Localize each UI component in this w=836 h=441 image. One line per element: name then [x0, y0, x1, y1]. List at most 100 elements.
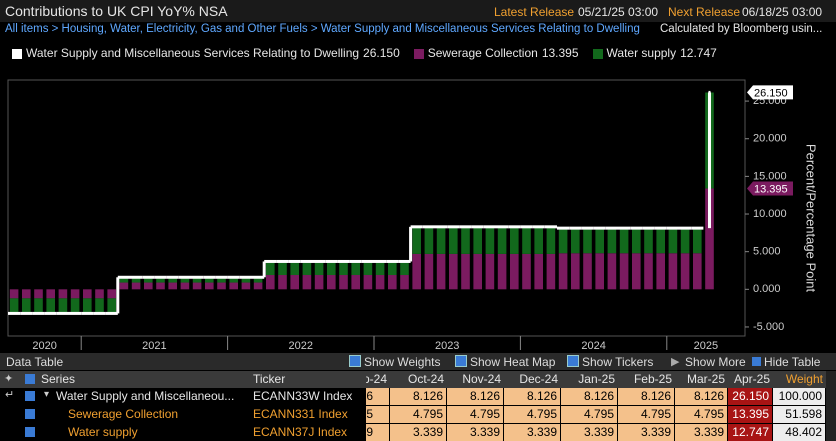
bar-segment: [168, 277, 177, 283]
bar-segment: [595, 228, 604, 254]
bar-segment: [546, 226, 556, 254]
bar-segment: [192, 282, 202, 290]
bar-segment: [58, 298, 68, 314]
table-cell: Water Supply and Miscellaneou...: [38, 388, 250, 405]
show-more[interactable]: Show More: [685, 355, 746, 369]
row-icon: ↵: [5, 389, 15, 401]
bar-segment: [253, 277, 263, 283]
expand-arrow: ▾: [44, 389, 50, 400]
bar-segment: [619, 228, 629, 254]
table-cell: 3.339: [561, 424, 618, 441]
bar-segment: [22, 298, 31, 314]
bar-segment: [546, 253, 556, 290]
table-cell: 4.795: [366, 406, 390, 423]
bar-segment: [473, 226, 482, 254]
table-cell: 8.126: [366, 388, 390, 405]
table-cell: 8.126: [504, 388, 561, 405]
bar-segment: [351, 261, 360, 276]
bar-segment: [644, 253, 653, 290]
toolbar-button[interactable]: Show Tickers: [567, 355, 653, 370]
bar-segment: [314, 275, 324, 290]
bar-segment: [424, 226, 434, 254]
bar-segment: [156, 277, 165, 283]
y-tick-label: -5.000: [753, 321, 784, 333]
table-cell: 3.339: [390, 424, 447, 441]
table-cell: 8.126: [675, 388, 728, 405]
bar-segment: [534, 253, 543, 290]
bar-segment: [180, 282, 190, 290]
bar-segment: [339, 275, 348, 290]
x-tick-label: 2025: [694, 340, 718, 352]
table-cell: 8.126: [390, 388, 447, 405]
button-label: Show Weights: [364, 355, 441, 369]
plot-area: [7, 79, 746, 337]
y-axis-label: Percent/Percentage Point: [804, 144, 819, 293]
table-cell: 51.598: [773, 406, 826, 423]
column-header: Oct-24: [390, 371, 447, 388]
legend: Water Supply and Miscellaneous Services …: [0, 42, 836, 70]
column-header: Mar-25: [675, 371, 728, 388]
bar-segment: [363, 275, 373, 290]
breadcrumb[interactable]: All items > Housing, Water, Electricity,…: [5, 23, 640, 35]
bar-segment: [217, 277, 226, 283]
bar-segment: [693, 253, 702, 290]
legend-value: 12.747: [680, 46, 717, 60]
bar-segment: [205, 277, 214, 283]
bar-segment: [339, 261, 348, 276]
toolbar-title: Data Table: [6, 355, 64, 369]
bar-segment: [131, 277, 141, 283]
bar-segment: [522, 253, 531, 290]
row-icon: ✦: [4, 373, 14, 385]
bar-segment: [607, 253, 617, 290]
bar-segment: [22, 289, 31, 299]
checkbox[interactable]: [25, 409, 35, 419]
table-cell: 4.795: [447, 406, 504, 423]
toolbar-button[interactable]: Show Weights: [349, 355, 440, 370]
legend-label: Water supply: [606, 46, 677, 60]
table-cell: 8.126: [618, 388, 675, 405]
table-cell: 3.339: [366, 424, 390, 441]
bar-segment: [375, 261, 385, 276]
toolbar: [0, 353, 836, 370]
checkbox[interactable]: [349, 355, 361, 367]
toolbar-button[interactable]: Show Heat Map: [455, 355, 555, 370]
x-tick-label: 2020: [32, 340, 56, 352]
bar-segment: [351, 275, 360, 290]
legend-value: 26.150: [363, 46, 400, 60]
bar-segment: [241, 282, 251, 290]
table-cell: 48.402: [773, 424, 826, 441]
checkbox[interactable]: [25, 391, 35, 401]
checkbox[interactable]: [567, 355, 579, 367]
table-cell: 4.795: [390, 406, 447, 423]
bar-segment: [510, 226, 519, 254]
bar-segment: [436, 226, 446, 254]
next-release-label: Next Release: [668, 5, 741, 19]
icon[interactable]: [752, 357, 761, 366]
bar-segment: [70, 298, 80, 314]
checkbox[interactable]: [455, 355, 467, 367]
column-header: Nov-24: [447, 371, 504, 388]
bar-segment: [46, 298, 55, 314]
bar-segment: [266, 275, 275, 290]
bar-segment: [449, 253, 458, 290]
checkbox[interactable]: [25, 427, 35, 437]
column-header: Weight: [773, 371, 826, 388]
checkbox[interactable]: [25, 374, 35, 384]
bar-segment: [278, 261, 287, 276]
bar-segment: [180, 277, 190, 283]
bar-segment: [632, 253, 641, 290]
bar-segment: [46, 289, 55, 299]
bar-segment: [9, 289, 19, 299]
x-tick-label: 2022: [289, 340, 313, 352]
callout-label: 13.395: [754, 183, 788, 195]
bar-segment: [424, 253, 434, 290]
bar-segment: [436, 253, 446, 290]
bar-segment: [302, 275, 312, 290]
hide-table[interactable]: Hide Table: [764, 355, 821, 369]
bar-segment: [205, 282, 214, 290]
bar-segment: [192, 277, 202, 283]
button-label: Show Heat Map: [470, 355, 556, 369]
table-cell: 3.339: [504, 424, 561, 441]
y-tick-label: 15.000: [753, 170, 787, 182]
bar-segment: [107, 298, 116, 314]
